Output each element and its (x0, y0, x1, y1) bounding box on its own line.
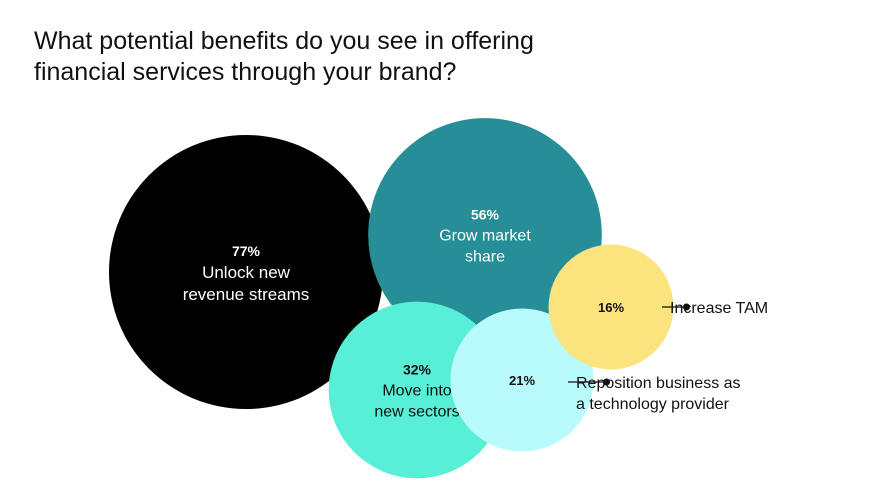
bubble-16-group: 16% Increase TAM (548, 244, 768, 370)
bubble-value-label: 77% (232, 243, 261, 259)
bubble-value-label: 56% (471, 207, 500, 223)
bubble-3 (450, 308, 594, 452)
bubble-category-label: new sectors (374, 404, 459, 421)
bubble-0 (109, 135, 383, 409)
bubble-category-label: revenue streams (183, 285, 310, 304)
bubble-4 (548, 244, 674, 370)
bubble-56-group: 56% Grow market share (368, 118, 602, 352)
bubble-category-label: Reposition business as (576, 375, 741, 392)
bubble-category-label: Grow market (439, 228, 531, 245)
bubble-1 (368, 118, 602, 352)
chart-title-line-1: What potential benefits do you see in of… (34, 27, 534, 55)
bubble-77-group: 77% Unlock new revenue streams (109, 135, 383, 409)
bubble-value-label: 32% (403, 362, 432, 378)
bubble-category-label: a technology provider (576, 396, 730, 413)
bubble-value-label: 16% (598, 300, 624, 315)
bubble-category-label: Move into (382, 383, 451, 400)
bubble-value-label: 21% (509, 373, 535, 388)
chart-title-line-2: financial services through your brand? (34, 58, 457, 86)
bubble-category-label: Unlock new (202, 263, 291, 282)
bubble-category-label: Increase TAM (670, 300, 768, 317)
bubble-category-label: share (465, 249, 505, 266)
bubble-21-group: 21% Reposition business as a technology pr… (450, 308, 741, 452)
chart-title: What potential benefits do you see in of… (34, 26, 674, 88)
